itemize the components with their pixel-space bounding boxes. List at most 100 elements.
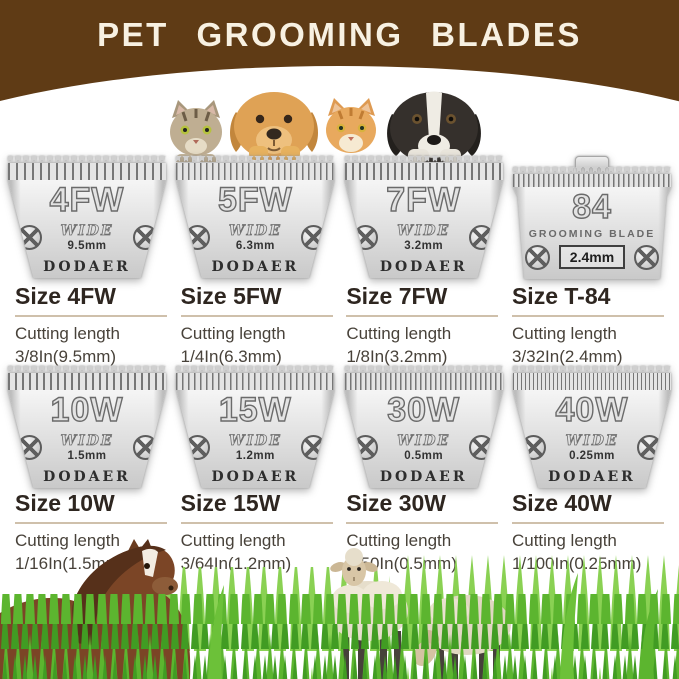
size-title: Size 5FW bbox=[180, 283, 333, 317]
blade-model-label: 84 bbox=[571, 188, 612, 226]
blade-tag-label: WIDE bbox=[397, 223, 451, 240]
brand-label: DODAER bbox=[379, 468, 468, 485]
blade-model-label: 5FW bbox=[217, 181, 293, 219]
blade-tag-label: WIDE bbox=[397, 433, 451, 450]
blade-mm-label: 0.25mm bbox=[569, 450, 615, 463]
screw-icon bbox=[634, 244, 660, 270]
blade-4fw: 4FW WIDE 9.5mm DODAER bbox=[8, 156, 166, 278]
blade-model-label: 40W bbox=[555, 391, 629, 429]
black-white-dog-image bbox=[387, 91, 481, 162]
blade-model-label: 7FW bbox=[386, 181, 462, 219]
size-title: Size 30W bbox=[346, 490, 499, 524]
blade-body: 5FW WIDE 6.3mm DODAER bbox=[176, 180, 335, 278]
cutting-length-label: Cutting length bbox=[346, 531, 452, 550]
screw-icon bbox=[184, 435, 210, 461]
blade-tag-label: GROOMING BLADE bbox=[528, 227, 656, 240]
blade-model-label: 30W bbox=[386, 391, 461, 429]
brand-label: DODAER bbox=[379, 258, 468, 275]
cutting-length-value: 3/8In(9.5mm) bbox=[15, 346, 117, 366]
blade-body: 7FW WIDE 3.2mm DODAER bbox=[344, 180, 503, 278]
blade-body: 10W WIDE 1.5mm DODAER bbox=[8, 390, 166, 488]
screw-icon bbox=[132, 225, 158, 251]
screw-icon bbox=[16, 435, 42, 461]
blade-mm-label: 0.5mm bbox=[404, 450, 444, 463]
blade-row-1: 4FW WIDE 9.5mm DODAER 5FW WIDE 6.3mm bbox=[8, 156, 671, 279]
blade-teeth bbox=[8, 156, 166, 180]
screw-icon bbox=[132, 435, 158, 461]
size-title: Size 7FW bbox=[346, 283, 499, 317]
blade-mount-tab bbox=[574, 156, 609, 167]
size-title: Size T-84 bbox=[511, 283, 664, 317]
size-title: Size 10W bbox=[15, 490, 167, 524]
blade-mm-label: 1.2mm bbox=[235, 450, 275, 463]
blade-mm-label: 1.5mm bbox=[67, 450, 107, 463]
blade-mm-label: 3.2mm bbox=[404, 240, 444, 253]
blade-teeth bbox=[512, 167, 671, 187]
cutting-length-label: Cutting length bbox=[511, 531, 617, 550]
blade-body: 40W WIDE 0.25mm DODAER bbox=[512, 390, 671, 488]
screw-icon bbox=[469, 435, 495, 461]
cutting-length-label: Cutting length bbox=[180, 324, 286, 343]
page-title: PET GROOMING BLADES bbox=[97, 16, 582, 53]
golden-retriever-image bbox=[230, 92, 318, 160]
blade-30w: 30W WIDE 0.5mm DODAER bbox=[344, 366, 503, 488]
brand-label: DODAER bbox=[211, 468, 300, 485]
screw-icon bbox=[300, 435, 326, 461]
blade-7fw: 7FW WIDE 3.2mm DODAER bbox=[344, 156, 503, 278]
orange-cat-image bbox=[326, 98, 376, 153]
blade-teeth bbox=[344, 366, 503, 390]
size-card-4fw: Size 4FW Cutting length 3/8In(9.5mm) bbox=[15, 283, 167, 369]
cutting-length-value: 3/32In(2.4mm) bbox=[511, 346, 623, 366]
screw-icon bbox=[353, 435, 379, 461]
brand-label: DODAER bbox=[548, 468, 636, 485]
blade-model-label: 4FW bbox=[49, 181, 125, 219]
farm-scene bbox=[0, 539, 679, 679]
blade-tag-label: WIDE bbox=[60, 433, 114, 450]
screw-icon bbox=[521, 435, 547, 461]
cutting-length-label: Cutting length bbox=[180, 531, 286, 550]
blade-mm-label: 9.5mm bbox=[67, 240, 107, 253]
blade-body: 15W WIDE 1.2mm DODAER bbox=[176, 390, 335, 488]
size-card-t84: Size T-84 Cutting length 3/32In(2.4mm) bbox=[511, 283, 664, 369]
cutting-length-label: Cutting length bbox=[346, 324, 452, 343]
size-card-7fw: Size 7FW Cutting length 1/8In(3.2mm) bbox=[346, 283, 499, 369]
blade-row-2: 10W WIDE 1.5mm DODAER 15W WIDE 1.2mm bbox=[8, 366, 671, 488]
tabby-cat-image bbox=[170, 100, 222, 162]
cutting-length-label: Cutting length bbox=[15, 324, 120, 343]
blade-tag-label: WIDE bbox=[228, 433, 282, 450]
blade-teeth bbox=[176, 156, 335, 180]
cutting-length-value: 1/4In(6.3mm) bbox=[180, 346, 282, 366]
brand-label: DODAER bbox=[211, 258, 300, 275]
blade-teeth bbox=[512, 366, 671, 390]
blade-mm-label: 2.4mm bbox=[558, 245, 626, 270]
brand-label: DODAER bbox=[43, 258, 131, 275]
blade-tag-label: WIDE bbox=[565, 433, 619, 450]
blade-mm-label: 6.3mm bbox=[235, 240, 275, 253]
blade-tag-label: WIDE bbox=[60, 223, 114, 240]
blade-model-label: 10W bbox=[50, 391, 124, 429]
size-title: Size 40W bbox=[511, 490, 664, 524]
blade-body: 84 GROOMING BLADE 2.4mm bbox=[512, 187, 671, 279]
screw-icon bbox=[300, 225, 326, 251]
screw-icon bbox=[16, 225, 42, 251]
blade-body: 4FW WIDE 9.5mm DODAER bbox=[8, 180, 166, 278]
size-card-10w: Size 10W Cutting length 1/16In(1.5mm) bbox=[15, 490, 167, 576]
blade-teeth bbox=[8, 366, 166, 390]
blade-tag-label: WIDE bbox=[228, 223, 282, 240]
screw-icon bbox=[184, 225, 210, 251]
blade-t84: 84 GROOMING BLADE 2.4mm bbox=[512, 156, 671, 279]
blade-15w: 15W WIDE 1.2mm DODAER bbox=[176, 366, 335, 488]
cutting-length-label: Cutting length bbox=[15, 531, 120, 550]
blade-teeth bbox=[176, 366, 335, 390]
screw-icon bbox=[353, 225, 379, 251]
blade-teeth bbox=[344, 156, 503, 180]
cutting-length-label: Cutting length bbox=[511, 324, 617, 343]
blade-40w: 40W WIDE 0.25mm DODAER bbox=[512, 366, 671, 488]
screw-icon bbox=[524, 244, 550, 270]
blade-5fw: 5FW WIDE 6.3mm DODAER bbox=[176, 156, 335, 278]
grass-front bbox=[0, 573, 679, 679]
screw-icon bbox=[469, 225, 495, 251]
screw-icon bbox=[637, 435, 663, 461]
blade-body: 30W WIDE 0.5mm DODAER bbox=[344, 390, 503, 488]
